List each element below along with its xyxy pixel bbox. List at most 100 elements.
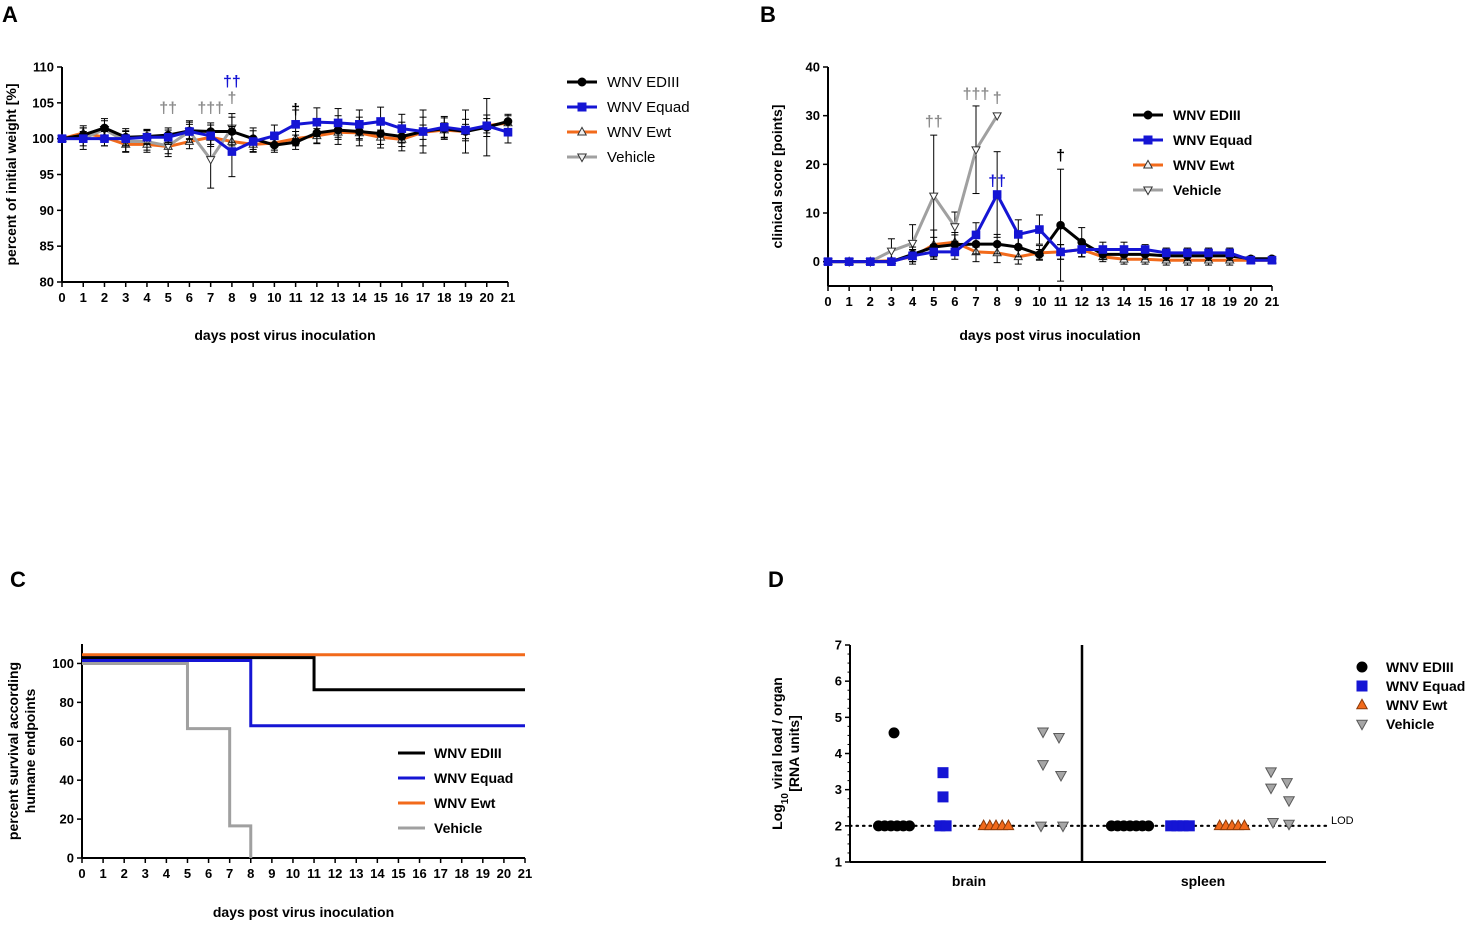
scatter-point <box>1143 820 1155 832</box>
scatter-point <box>1036 760 1050 772</box>
data-point <box>482 121 492 131</box>
legend-label: WNV Equad <box>607 99 690 116</box>
data-point <box>1183 248 1192 258</box>
x-axis-title: days post virus inoculation <box>213 904 394 920</box>
series-wnv-equad <box>823 151 1277 266</box>
data-point <box>355 120 364 129</box>
x-tick-label: 19 <box>1222 294 1236 309</box>
data-point <box>1225 248 1235 258</box>
data-point <box>1056 220 1065 230</box>
death-annotation: † <box>291 101 300 118</box>
death-annotation: †† <box>159 100 177 117</box>
y-tick-label: 20 <box>806 157 820 172</box>
legend-item-wnv-ewt: WNV Ewt <box>1133 157 1235 173</box>
death-annotation: ††† <box>197 100 224 117</box>
data-point <box>248 137 258 146</box>
scatter-point <box>888 727 900 739</box>
scatter-point <box>1264 783 1278 795</box>
data-point <box>100 123 109 133</box>
y-tick-label: 6 <box>835 674 842 689</box>
y-axis-title: percent of initial weight [%] <box>3 83 19 265</box>
series-wnv-equad <box>57 106 513 178</box>
series-line-wnv-equad <box>828 193 1272 264</box>
x-tick-label: 5 <box>165 290 172 305</box>
y-tick-label: 100 <box>52 656 74 671</box>
legend-item-wnv-ediii: WNV EDIII <box>1356 659 1454 675</box>
legend-label: Vehicle <box>607 149 655 166</box>
scatter-point <box>1280 778 1294 790</box>
y-tick-label: 40 <box>60 773 74 788</box>
legend-item-wnv-ediii: WNV EDIII <box>567 74 680 91</box>
data-point <box>823 257 833 266</box>
data-point <box>397 124 407 133</box>
survival-curve-wnv-ediii <box>82 656 525 692</box>
data-point <box>929 247 939 257</box>
panel-letter-a: A <box>2 2 18 27</box>
data-point <box>1035 225 1044 234</box>
y-axis-title-line: [RNA units] <box>786 715 802 791</box>
legend-label: WNV EDIII <box>607 74 680 91</box>
x-tick-label: 0 <box>78 866 85 881</box>
x-tick-label: 20 <box>1244 294 1258 309</box>
data-point <box>865 257 875 266</box>
x-tick-label: 8 <box>228 290 235 305</box>
legend-marker <box>577 77 587 87</box>
y-tick-label: 105 <box>32 95 54 110</box>
y-axis-title-line: percent survival according <box>5 662 21 840</box>
series-line-wnv-equad <box>62 119 509 154</box>
legend-item-wnv-equad: WNV Equad <box>567 99 690 116</box>
y-axis-title-subscript: 10 <box>780 793 791 805</box>
data-point <box>1035 250 1044 259</box>
x-tick-label: 19 <box>458 290 472 305</box>
legend-label: WNV EDIII <box>1386 659 1454 675</box>
x-tick-label: 10 <box>1032 294 1046 309</box>
x-category-label-brain: brain <box>952 873 986 889</box>
data-point <box>971 230 981 240</box>
x-tick-label: 10 <box>267 290 281 305</box>
x-tick-label: 16 <box>412 866 426 881</box>
y-tick-label: 80 <box>40 275 54 290</box>
x-tick-label: 20 <box>480 290 494 305</box>
x-tick-label: 14 <box>1117 294 1132 309</box>
y-tick-label: 110 <box>33 60 54 75</box>
y-axis-title-rest: viral load / organ <box>769 677 785 793</box>
x-tick-label: 4 <box>163 866 171 881</box>
data-point <box>206 131 215 141</box>
x-tick-label: 7 <box>207 290 214 305</box>
x-tick-label: 6 <box>205 866 212 881</box>
x-tick-label: 12 <box>310 290 324 305</box>
data-point <box>121 134 131 143</box>
y-tick-label: 3 <box>835 782 842 797</box>
legend-item-wnv-ediii: WNV EDIII <box>1133 107 1241 123</box>
data-point <box>1013 230 1023 239</box>
x-tick-label: 7 <box>226 866 233 881</box>
legend-item-vehicle: Vehicle <box>1355 716 1434 732</box>
lod-label: LOD <box>1331 815 1354 827</box>
y-tick-label: 30 <box>806 108 820 123</box>
scatter-point <box>1056 821 1070 833</box>
x-tick-label: 5 <box>184 866 191 881</box>
y-axis-title: Log10 viral load / organ[RNA units] <box>769 677 802 830</box>
legend-item-wnv-equad: WNV Equad <box>398 770 513 786</box>
legend-item-vehicle: Vehicle <box>398 820 482 836</box>
data-point <box>376 117 385 126</box>
y-axis-title: percent survival accordinghumane endpoin… <box>5 662 38 840</box>
death-annotation: † <box>993 90 1002 107</box>
data-point <box>1056 247 1065 257</box>
data-point <box>291 120 300 129</box>
x-tick-label: 17 <box>416 290 430 305</box>
legend-marker <box>1355 698 1369 710</box>
x-axis-title: days post virus inoculation <box>959 327 1140 343</box>
data-point <box>908 251 917 261</box>
legend-marker <box>1355 719 1369 731</box>
x-tick-label: 11 <box>307 866 321 881</box>
legend-label: Vehicle <box>434 820 482 836</box>
data-point <box>1098 245 1108 254</box>
y-axis-title-log: Log <box>769 804 785 830</box>
x-tick-label: 3 <box>142 866 149 881</box>
data-point <box>227 147 237 156</box>
scatter-point <box>1282 796 1296 808</box>
